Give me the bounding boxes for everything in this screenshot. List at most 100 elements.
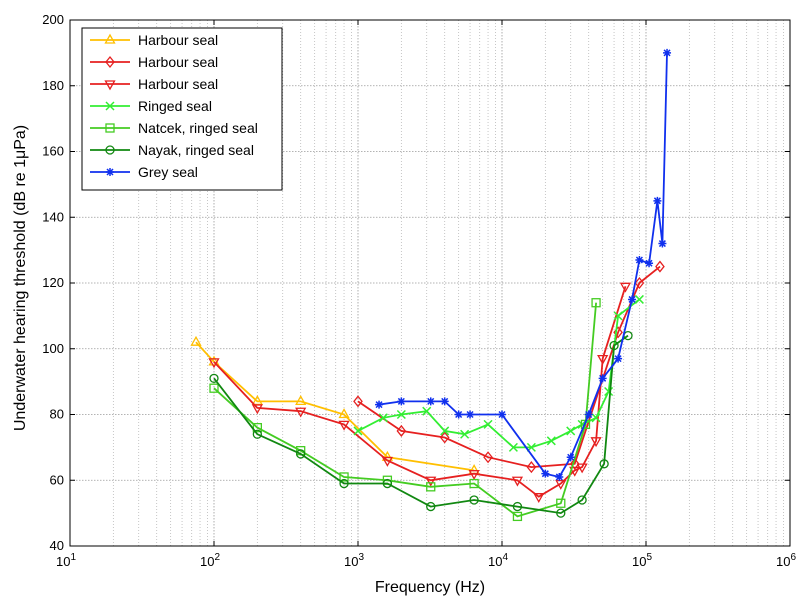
data-point [251,404,263,415]
data-point [426,397,435,406]
data-point [105,123,115,133]
x-tick-label: 103 [344,552,364,569]
legend-box [81,27,283,191]
x-axis-label: Frequency (Hz) [375,579,485,596]
series-2 [353,260,665,474]
data-point [468,470,480,481]
legend-label: Nayak, ringed seal [138,142,254,158]
x-tick-base: 10 [488,554,502,569]
data-point [599,459,609,469]
data-point [375,400,384,409]
x-tick-exponent: 3 [358,552,364,563]
data-point [511,476,524,487]
data-point [613,311,623,321]
data-point [635,255,644,264]
data-point [628,295,637,304]
data-point [209,373,219,383]
data-point [541,469,550,478]
data-point [209,383,219,393]
data-point [598,374,607,383]
series-line [195,341,475,472]
data-point [353,426,363,436]
y-tick-label: 60 [50,472,64,487]
data-point [439,431,450,444]
x-tick-base: 10 [776,554,790,569]
series-line [357,298,640,449]
data-point [469,478,479,489]
data-point [339,472,349,482]
data-point [614,354,623,363]
legend-item: Harbour seal [90,54,218,70]
data-point [658,239,667,248]
series-line [357,265,661,469]
data-point [190,335,202,346]
data-point [396,409,406,420]
data-point [105,145,115,155]
data-point [569,466,581,477]
data-point [208,355,220,366]
series-7 [375,48,672,481]
series-line [213,334,629,515]
data-point [338,420,350,431]
x-tick-exponent: 5 [646,552,652,563]
data-point [425,476,437,487]
data-point [296,449,306,459]
legend-item: Natcek, ringed seal [90,120,258,136]
x-tick-base: 10 [56,554,70,569]
y-tick-label: 180 [42,78,64,93]
data-point [634,294,644,304]
data-point [591,413,601,423]
x-tick-base: 10 [632,554,646,569]
data-point [105,55,115,69]
x-tick-base: 10 [344,554,358,569]
data-point [653,196,662,205]
y-axis-label: Underwater hearing threshold (dB re 1μPa… [12,125,29,431]
data-point [440,397,449,406]
legend-label: Ringed seal [138,98,212,114]
data-point [584,410,593,419]
x-tick-exponent: 4 [502,552,508,563]
legend-item: Harbour seal [90,76,218,92]
data-point [555,472,564,481]
data-point [252,429,262,439]
data-point [422,406,432,416]
data-point [105,101,115,111]
data-point [382,478,393,489]
legend-item: Ringed seal [90,98,212,114]
legend-item: Grey seal [90,164,198,180]
data-point [295,407,307,418]
data-point [555,479,567,490]
data-point [426,501,436,512]
legend-item: Nayak, ringed seal [90,142,254,158]
series-line [213,286,627,498]
data-point [576,463,588,474]
data-point [655,260,665,273]
data-point [577,495,587,505]
data-point [556,508,566,518]
data-point [106,168,114,176]
legend: Harbour seal Harbour seal Harbour seal Ring… [81,27,283,191]
data-point [104,33,116,44]
series-lines [190,48,672,522]
x-tick-base: 10 [200,554,214,569]
data-point [634,276,645,290]
data-point [440,426,450,436]
data-point [512,501,523,512]
data-point [454,410,463,419]
data-point [469,495,479,505]
data-point [512,511,523,522]
y-tick-label: 160 [42,144,64,159]
x-tick-label: 106 [776,552,796,569]
data-point [645,259,654,268]
data-point [104,80,116,91]
data-point [597,354,609,365]
data-point [295,395,307,406]
x-tick-label: 105 [632,552,652,569]
data-point [339,478,349,489]
data-point [591,298,601,308]
y-tick-label: 120 [42,275,64,290]
data-point [397,397,406,406]
data-point [663,48,672,57]
x-tick-exponent: 6 [790,552,796,563]
